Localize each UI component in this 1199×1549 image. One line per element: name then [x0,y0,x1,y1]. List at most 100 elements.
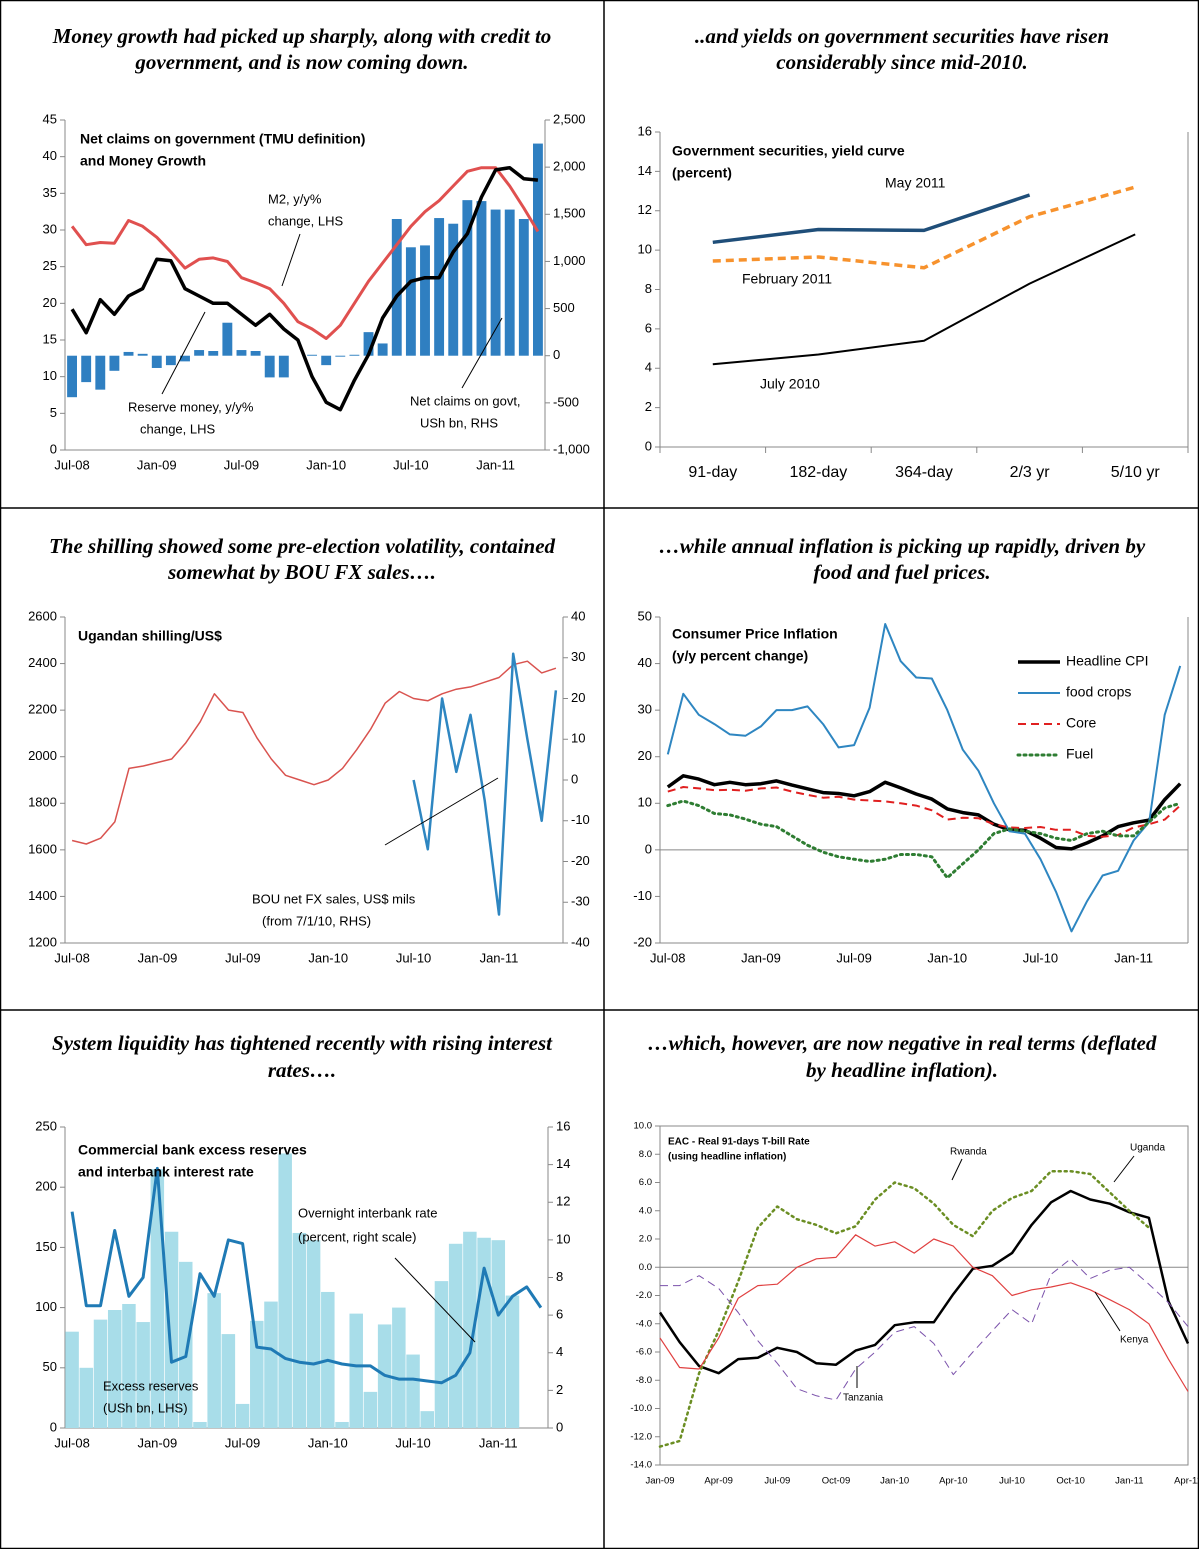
bar [405,247,416,356]
bar [194,350,205,356]
bar [67,355,77,398]
bar [377,343,388,356]
caption: ..and yields on government securities ha… [695,24,1109,48]
y-tick-label: 40 [638,655,652,670]
line-series [712,193,1031,245]
chart-title: (y/y percent change) [672,648,808,664]
line-series [658,1189,1190,1375]
legend-label: Core [1066,715,1097,731]
caption: food and fuel prices. [813,560,990,584]
leader-line [161,311,206,395]
bar [79,1367,94,1428]
bar [406,1354,420,1428]
y2-tick-label: 1,000 [553,253,586,268]
bar [363,1391,378,1428]
bar [349,354,360,356]
caption: somewhat by BOU FX sales…. [167,560,436,584]
bar [292,1232,307,1428]
leader-line [951,1158,963,1181]
y2-tick-label: 2,000 [553,159,586,174]
y-tick-label: -8.0 [636,1375,652,1386]
y-tick-label: 100 [35,1299,57,1314]
y-tick-label: 30 [638,702,652,717]
bar [107,1310,122,1428]
y-tick-label: 0 [645,841,652,856]
bar [122,1303,136,1428]
x-tick-label: Jul-08 [54,950,89,965]
y2-tick-label: -40 [571,934,590,949]
bar [491,1240,506,1428]
x-tick-label: Jul-10 [1023,950,1058,965]
line-series [658,1169,1151,1448]
y-tick-label: 30 [43,221,57,236]
leader-line [461,317,503,389]
bar [278,355,289,378]
x-tick-label: Jul-09 [224,457,259,472]
y-tick-label: 150 [35,1239,57,1254]
bar [463,1231,477,1428]
bar [93,1319,108,1428]
bar [179,1261,193,1428]
y2-tick-label: 0 [553,347,560,362]
bar [137,353,148,356]
leader-line [1113,1155,1135,1183]
x-tick-label: Jan-09 [741,950,781,965]
bar [434,218,445,356]
y-tick-label: 2400 [28,655,57,670]
leader-line [384,777,499,846]
x-tick-label: Jul-10 [395,1435,430,1450]
series-label: Kenya [1120,1335,1149,1346]
x-tick-label: Jan-11 [1114,950,1153,965]
y-tick-label: 10 [638,242,652,257]
bar [349,1313,363,1428]
bar [180,355,190,362]
bar [477,1237,491,1428]
y-tick-label: 2600 [28,608,57,623]
annotation: Net claims on govt, [410,393,521,408]
bar [165,355,176,366]
line-series [70,166,540,340]
bar [391,219,402,356]
x-tick-label: Jul-10 [393,457,428,472]
bar [278,1153,292,1428]
line-series [666,774,1182,851]
y2-tick-label: 14 [556,1156,570,1171]
annotation: M2, y/y% [268,191,322,206]
x-tick-label: Jul-09 [225,950,260,965]
series-label: Tanzania [843,1393,883,1404]
y-tick-label: 15 [43,331,57,346]
x-tick-label: Jul-10 [396,950,431,965]
x-tick-label: Jan-11 [476,457,515,472]
y-tick-label: 12 [638,202,652,217]
x-tick-label: Jul-09 [764,1476,790,1487]
bar [250,351,261,356]
leader-line [394,1257,476,1343]
x-tick-label: Jan-10 [308,950,348,965]
y-tick-label: 5 [50,405,57,420]
bar [221,1334,236,1428]
bar [164,1231,179,1428]
chart-title: (using headline inflation) [668,1152,786,1163]
x-tick-label: Jan-09 [137,457,177,472]
chart-title: Ugandan shilling/US$ [78,628,222,644]
x-tick-label: Jul-10 [999,1476,1025,1487]
y-tick-label: 1600 [28,841,57,856]
y-tick-label: 2 [645,399,652,414]
y-tick-label: 10 [638,795,652,810]
y2-tick-label: 10 [556,1231,570,1246]
line-series [71,660,557,845]
bar [533,143,543,356]
x-tick-label: Jan-09 [645,1476,674,1487]
y2-tick-label: 2 [556,1382,563,1397]
x-tick-label: Apr-11 [1174,1476,1199,1487]
bar [335,1421,349,1428]
chart-title: Consumer Price Inflation [672,626,838,642]
y-tick-label: 1800 [28,795,57,810]
y-tick-label: -6.0 [636,1347,652,1358]
bar [65,1331,79,1428]
y-tick-label: 0 [50,441,57,456]
line-series [712,233,1136,366]
bar [193,1421,207,1428]
x-tick-label: Jul-08 [650,950,685,965]
y-tick-label: -10 [633,888,652,903]
